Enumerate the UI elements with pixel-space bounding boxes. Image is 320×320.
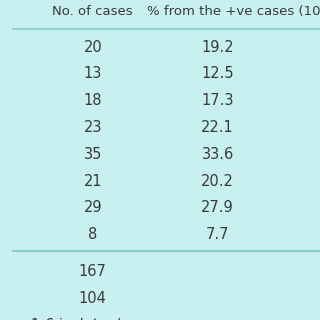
Text: % from the +ve cases (10: % from the +ve cases (10 bbox=[147, 5, 320, 18]
Text: 8: 8 bbox=[88, 227, 97, 242]
Text: 29: 29 bbox=[84, 200, 102, 215]
Text: 23: 23 bbox=[84, 120, 102, 135]
Text: 104: 104 bbox=[79, 291, 107, 306]
Text: 20: 20 bbox=[84, 39, 102, 54]
Text: 19.2: 19.2 bbox=[201, 39, 234, 54]
Text: 18: 18 bbox=[84, 93, 102, 108]
Text: 21: 21 bbox=[84, 173, 102, 188]
Text: 27.9: 27.9 bbox=[201, 200, 234, 215]
Text: 17.3: 17.3 bbox=[201, 93, 234, 108]
Text: 1.6 isolates/case: 1.6 isolates/case bbox=[31, 318, 154, 320]
Text: 35: 35 bbox=[84, 147, 102, 162]
Text: 7.7: 7.7 bbox=[206, 227, 229, 242]
Text: No. of cases: No. of cases bbox=[52, 5, 133, 18]
Text: 167: 167 bbox=[79, 264, 107, 279]
Text: 33.6: 33.6 bbox=[202, 147, 234, 162]
Text: 13: 13 bbox=[84, 66, 102, 81]
Text: 22.1: 22.1 bbox=[201, 120, 234, 135]
Text: 12.5: 12.5 bbox=[201, 66, 234, 81]
Text: 20.2: 20.2 bbox=[201, 173, 234, 188]
